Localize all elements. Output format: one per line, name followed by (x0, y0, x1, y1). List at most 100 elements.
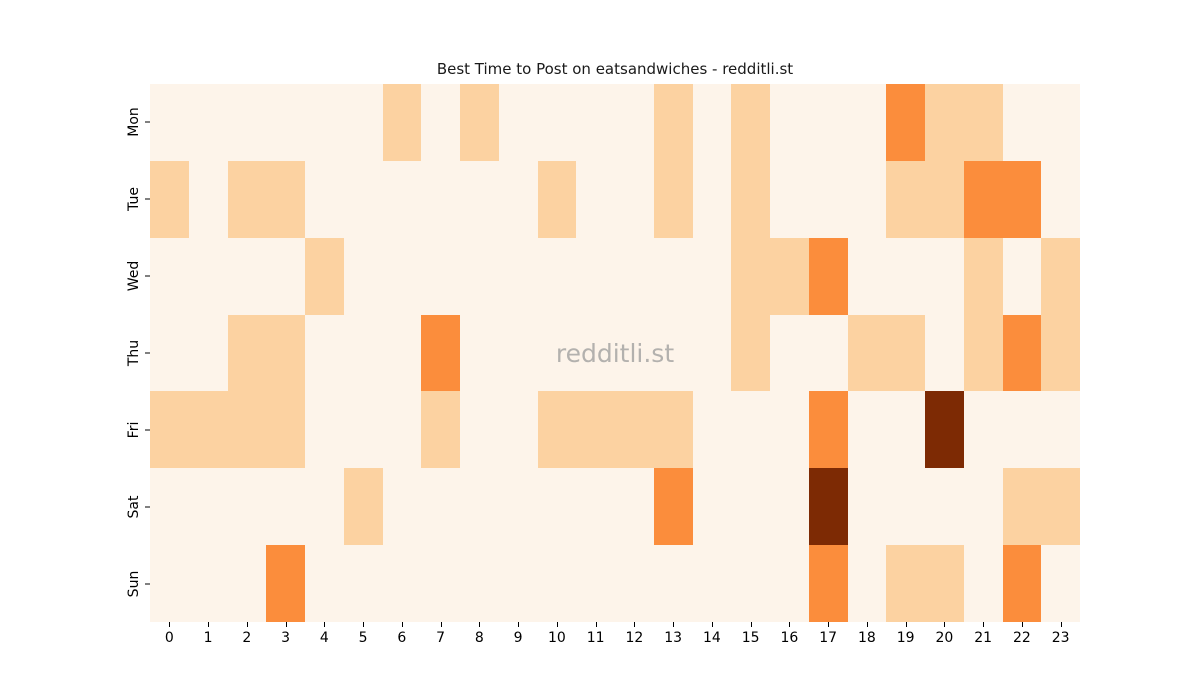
x-tick-mark (634, 622, 636, 627)
heatmap-cell (653, 468, 693, 546)
heatmap-cell (963, 314, 1003, 392)
x-tick-mark (363, 622, 365, 627)
y-tick-mark (145, 198, 150, 200)
heatmap-cell (343, 237, 383, 315)
heatmap-cell (460, 468, 499, 546)
heatmap-cell (343, 160, 383, 238)
x-tick-label: 2 (242, 630, 252, 646)
heatmap-cell (150, 391, 189, 469)
heatmap-cell (382, 545, 422, 622)
heatmap-cell (498, 545, 538, 622)
heatmap-cell (770, 160, 809, 238)
heatmap-cell (188, 545, 228, 622)
heatmap-cell (847, 314, 887, 392)
heatmap-cell (963, 160, 1003, 238)
heatmap-cell (692, 468, 732, 546)
heatmap-cell (343, 468, 383, 546)
heatmap-cell (963, 237, 1003, 315)
heatmap-cell (770, 84, 809, 161)
heatmap-cell (460, 391, 499, 469)
heatmap-cell (886, 391, 925, 469)
y-tick-label: Wed (126, 260, 142, 292)
heatmap-cell (963, 391, 1003, 469)
heatmap-cell (227, 84, 267, 161)
y-tick-mark (145, 583, 150, 585)
x-tick-label: 22 (1012, 630, 1031, 646)
heatmap-cell (692, 314, 732, 392)
heatmap-cell (886, 468, 925, 546)
heatmap-cell (227, 160, 267, 238)
heatmap-cell (576, 160, 615, 238)
heatmap-cell (731, 314, 770, 392)
heatmap-cell (770, 391, 809, 469)
x-tick-mark (285, 622, 287, 627)
heatmap-cell (1041, 314, 1080, 392)
x-tick-label: 7 (436, 630, 446, 646)
heatmap-cell (808, 237, 848, 315)
heatmap-cell (150, 160, 189, 238)
heatmap-cell (1041, 237, 1080, 315)
heatmap-cell (460, 237, 499, 315)
heatmap-cell (537, 84, 577, 161)
y-tick-label: Mon (126, 107, 142, 138)
x-tick-label: 6 (397, 630, 407, 646)
x-tick-label: 20 (935, 630, 954, 646)
heatmap-cell (576, 545, 615, 622)
heatmap-cell (421, 237, 460, 315)
heatmap-cell (382, 314, 422, 392)
x-tick-label: 9 (513, 630, 523, 646)
heatmap-cell (460, 314, 499, 392)
heatmap-cell (150, 237, 189, 315)
heatmap-cell (1002, 545, 1042, 622)
heatmap-cell (1041, 468, 1080, 546)
heatmap-cell (227, 237, 267, 315)
heatmap-cell (847, 160, 887, 238)
heatmap-cell (421, 468, 460, 546)
heatmap-cell (808, 391, 848, 469)
x-tick-label: 12 (625, 630, 644, 646)
heatmap-cell (731, 160, 770, 238)
heatmap-cell (886, 237, 925, 315)
heatmap-cell (1002, 391, 1042, 469)
x-tick-mark (866, 622, 868, 627)
y-tick-label: Sun (126, 570, 142, 597)
y-tick-label: Tue (126, 187, 142, 212)
heatmap-cell (150, 468, 189, 546)
heatmap-cell (615, 84, 654, 161)
y-tick-mark (145, 121, 150, 123)
heatmap-cell (305, 468, 344, 546)
heatmap-cell (653, 84, 693, 161)
x-tick-mark (169, 622, 171, 627)
heatmap-cell (886, 545, 925, 622)
heatmap-cell (305, 314, 344, 392)
heatmap-cell (731, 545, 770, 622)
heatmap-cell (731, 84, 770, 161)
heatmap-cell (808, 84, 848, 161)
chart-title: Best Time to Post on eatsandwiches - red… (436, 60, 794, 78)
heatmap-cell (615, 391, 654, 469)
heatmap-cell (653, 160, 693, 238)
x-tick-label: 0 (164, 630, 174, 646)
heatmap-cell (266, 391, 305, 469)
heatmap-cell (188, 314, 228, 392)
heatmap-cell (886, 160, 925, 238)
heatmap-cell (227, 391, 267, 469)
heatmap-cell (692, 545, 732, 622)
heatmap-cell (382, 391, 422, 469)
x-tick-label: 3 (281, 630, 291, 646)
heatmap-cell (498, 391, 538, 469)
heatmap-cell (1002, 160, 1042, 238)
x-tick-mark (905, 622, 907, 627)
heatmap-cell (1041, 160, 1080, 238)
y-tick-label: Thu (126, 339, 142, 367)
heatmap-cell (227, 545, 267, 622)
heatmap-cell (537, 160, 577, 238)
x-tick-mark (1060, 622, 1062, 627)
x-tick-label: 14 (702, 630, 721, 646)
heatmap-cell (305, 84, 344, 161)
x-tick-label: 23 (1051, 630, 1070, 646)
heatmap-cell (460, 160, 499, 238)
heatmap-cell (1041, 84, 1080, 161)
heatmap-cell (305, 391, 344, 469)
